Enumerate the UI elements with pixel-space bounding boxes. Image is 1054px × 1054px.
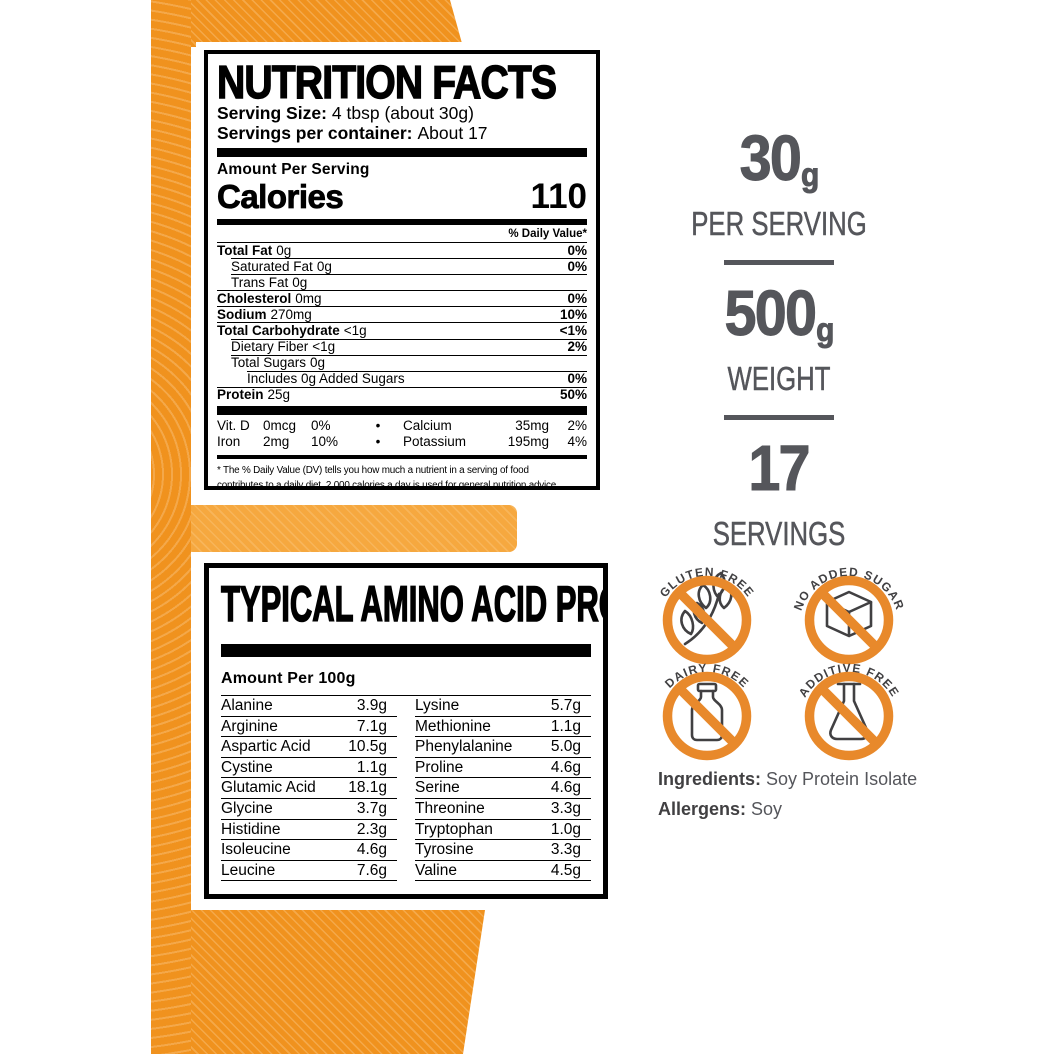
amino-row: Tyrosine 3.3g: [415, 840, 591, 861]
dairy-free-badge: DAIRY FREE: [662, 661, 752, 761]
stat-weight: 500g WEIGHT: [724, 277, 835, 398]
ingredients-value: Soy Protein Isolate: [766, 769, 918, 789]
nutrient-row-added-sugars: Includes 0g Added Sugars 0%: [247, 370, 587, 387]
nutrient-row-total-sugars: Total Sugars 0g: [231, 354, 587, 371]
nutrient-row-trans-fat: Trans Fat 0g: [231, 274, 587, 290]
amino-row: Phenylalanine 5.0g: [415, 737, 591, 758]
orange-backdrop-bottom: [151, 910, 485, 1054]
amino-row: Methionine 1.1g: [415, 717, 591, 738]
separator-bar: [221, 644, 591, 657]
additive-free-badge: ADDITIVE FREE: [796, 661, 901, 761]
allergens-value: Soy: [751, 799, 783, 819]
amount-per-serving: Amount Per Serving: [217, 161, 370, 178]
nutrient-row-saturated-fat: Saturated Fat 0g 0%: [231, 258, 587, 274]
amino-row: Arginine 7.1g: [221, 717, 397, 738]
amino-row: Leucine 7.6g: [221, 861, 397, 882]
nutrient-row-protein: Protein 25g 50%: [217, 386, 587, 403]
nutrition-facts-label: NUTRITION FACTS Serving Size: 4 tbsp (abo…: [196, 42, 608, 498]
amino-row: Glycine 3.7g: [221, 799, 397, 820]
micronutrient-row-2: Iron 2mg 10% • Potassium 195mg 4%: [217, 434, 587, 450]
gluten-free-badge: GLUTEN FREE: [657, 565, 756, 665]
orange-backdrop-strip: [151, 0, 191, 1054]
micronutrient-row-1: Vit. D 0mcg 0% • Calcium 35mg 2%: [217, 417, 587, 433]
calories-label: Calories: [217, 178, 345, 216]
separator-bar: [217, 219, 587, 225]
daily-value-footnote: * The % Daily Value (DV) tells you how m…: [217, 465, 559, 490]
amino-row: Histidine 2.3g: [221, 820, 397, 841]
amino-acid-column-left: Alanine 3.9g Arginine 7.1g Aspartic Acid 10…: [221, 696, 397, 882]
daily-value-header: % Daily Value*: [508, 228, 587, 240]
amino-row: Alanine 3.9g: [221, 696, 397, 717]
no-added-sugar-badge: NO ADDED SUGAR: [791, 565, 906, 665]
separator-bar: [217, 148, 587, 157]
separator-bar: [217, 454, 587, 460]
amino-acid-table: Alanine 3.9g Arginine 7.1g Aspartic Acid 10…: [221, 696, 591, 882]
amino-row: Threonine 3.3g: [415, 799, 591, 820]
amino-row: Lysine 5.7g: [415, 696, 591, 717]
stat-divider: [724, 415, 834, 420]
stat-per-serving: 30g PER SERVING: [691, 122, 867, 243]
stat-servings: 17 SERVINGS: [712, 432, 846, 553]
nutrition-facts-title: NUTRITION FACTS: [216, 56, 557, 108]
servings-per-container-line: Servings per container: About 17: [217, 122, 587, 144]
ingredients-block: Ingredients: Soy Protein Isolate Allergen…: [658, 764, 978, 824]
amino-row: Aspartic Acid 10.5g: [221, 737, 397, 758]
separator-bar: [217, 405, 587, 415]
product-stats: 30g PER SERVING 500g WEIGHT 17 SERVINGS: [650, 124, 908, 554]
ingredients-line: Ingredients: Soy Protein Isolate: [658, 764, 978, 794]
calories-row: Calories 110: [217, 177, 587, 217]
allergens-line: Allergens: Soy: [658, 794, 978, 824]
amino-row: Glutamic Acid 18.1g: [221, 778, 397, 799]
servings-per-container-value: About 17: [417, 122, 488, 143]
nutrient-row-cholesterol: Cholesterol 0mg 0%: [217, 290, 587, 306]
nutrient-row-total-carbohydrate: Total Carbohydrate <1g <1%: [217, 322, 587, 338]
serving-size-line: Serving Size: 4 tbsp (about 30g): [217, 103, 587, 124]
amino-row: Cystine 1.1g: [221, 758, 397, 779]
nutrient-row-total-fat: Total Fat 0g 0%: [217, 242, 587, 258]
orange-backdrop-top: [151, 0, 463, 47]
nutrient-row-dietary-fiber: Dietary Fiber <1g 2%: [231, 338, 587, 355]
bullet-separator: •: [375, 434, 381, 450]
amino-acid-column-right: Lysine 5.7g Methionine 1.1g Phenylalanine 5…: [415, 696, 591, 882]
stat-divider: [724, 260, 834, 265]
orange-backdrop-band: [151, 505, 517, 552]
serving-size-value: 4 tbsp (about 30g): [331, 103, 474, 123]
bullet-separator: •: [375, 417, 381, 433]
amino-row: Isoleucine 4.6g: [221, 840, 397, 861]
servings-per-container-label: Servings per container:: [217, 122, 413, 143]
amino-row: Valine 4.5g: [415, 861, 591, 882]
nutrient-row-sodium: Sodium 270mg 10%: [217, 306, 587, 322]
serving-size-label: Serving Size:: [217, 103, 327, 123]
amino-row: Tryptophan 1.0g: [415, 820, 591, 841]
amount-per-100g: Amount Per 100g: [221, 670, 591, 696]
calories-value: 110: [530, 177, 587, 216]
amino-acid-title: TYPICAL AMINO ACID PROFILE: [221, 576, 603, 632]
amino-acid-profile-label: TYPICAL AMINO ACID PROFILE Amount Per 10…: [194, 553, 618, 909]
allergens-label: Allergens:: [658, 799, 747, 819]
amino-row: Serine 4.6g: [415, 778, 591, 799]
ingredients-label: Ingredients:: [658, 769, 762, 789]
amino-row: Proline 4.6g: [415, 758, 591, 779]
